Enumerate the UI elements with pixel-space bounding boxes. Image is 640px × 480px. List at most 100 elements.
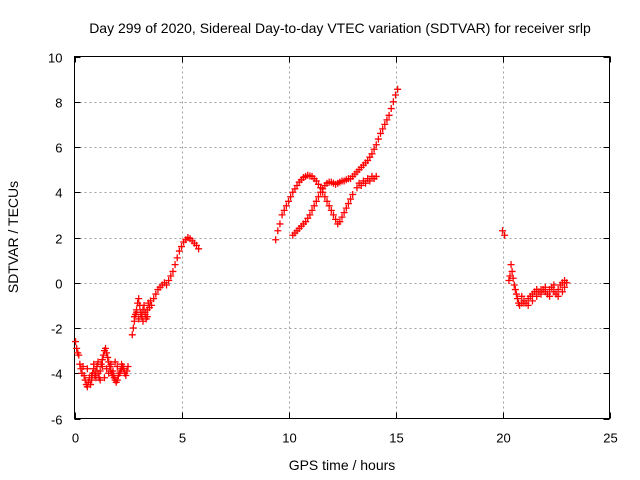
data-point	[340, 209, 348, 217]
data-point	[79, 362, 87, 370]
data-point	[129, 324, 137, 332]
x-tick-labels: 0 5 10 15 20 25	[72, 431, 618, 446]
data-point	[280, 206, 288, 214]
data-point	[336, 218, 344, 226]
data-point	[178, 243, 185, 251]
data-point	[518, 292, 526, 300]
data-point	[321, 193, 329, 201]
data-point	[141, 308, 149, 316]
data-point	[173, 254, 181, 262]
data-point	[133, 308, 141, 316]
data-point	[347, 195, 355, 203]
data-point	[143, 313, 151, 321]
data-point	[342, 204, 350, 212]
data-point	[374, 135, 382, 143]
data-point	[72, 338, 80, 346]
data-point	[511, 286, 519, 294]
data-point	[314, 193, 322, 201]
y-tick-label: -4	[51, 367, 63, 382]
data-point	[140, 301, 148, 309]
data-point	[135, 315, 143, 323]
data-point	[392, 91, 399, 99]
data-point	[282, 202, 290, 210]
data-point	[105, 369, 113, 377]
data-point	[561, 283, 569, 291]
data-point	[353, 184, 361, 192]
data-point	[510, 281, 518, 289]
data-point	[362, 179, 370, 187]
data-point	[372, 141, 380, 149]
data-point	[546, 292, 554, 300]
data-point	[137, 310, 145, 318]
x-tick-label: 25	[603, 431, 617, 446]
data-point	[332, 215, 340, 223]
data-point	[325, 202, 333, 210]
x-tick-label: 5	[179, 431, 186, 446]
y-tick-labels: -6 -4 -2 0 2 4 6 8 10	[48, 51, 62, 428]
y-tick-label: 6	[55, 141, 62, 156]
data-point	[130, 313, 138, 321]
data-point	[107, 360, 115, 368]
data-point	[349, 191, 357, 199]
data-point	[272, 236, 280, 244]
data-point	[175, 247, 183, 255]
data-point	[118, 360, 126, 368]
data-point	[150, 295, 158, 303]
data-point	[499, 227, 506, 235]
data-point	[366, 177, 374, 185]
data-point	[73, 344, 81, 352]
data-point	[368, 150, 376, 158]
y-axis-label: SDTVAR / TECUs	[5, 181, 21, 293]
grid-lines	[74, 56, 610, 419]
data-point	[541, 283, 549, 291]
data-point	[558, 288, 566, 296]
data-point	[103, 349, 111, 357]
data-point	[323, 197, 331, 205]
data-point	[90, 360, 98, 368]
data-point	[75, 351, 83, 359]
data-point	[165, 276, 173, 284]
data-point	[171, 261, 179, 269]
data-point	[310, 202, 318, 210]
data-point	[513, 295, 521, 303]
x-tick-label: 10	[282, 431, 296, 446]
data-point	[278, 211, 286, 219]
data-point	[520, 299, 528, 307]
data-point	[505, 276, 513, 284]
data-point	[124, 362, 132, 370]
data-point	[100, 374, 108, 382]
data-point	[163, 281, 171, 289]
y-tick-label: -6	[51, 413, 63, 428]
y-tick-label: 4	[55, 186, 62, 201]
data-point	[306, 211, 314, 219]
data-point	[96, 367, 104, 375]
data-point	[357, 181, 365, 189]
data-point	[372, 172, 380, 180]
data-point	[109, 367, 117, 375]
data-points	[72, 85, 571, 391]
chart-title: Day 299 of 2020, Sidereal Day-to-day VTE…	[89, 20, 591, 36]
data-point	[102, 344, 110, 352]
data-point	[501, 231, 509, 239]
data-point	[274, 227, 282, 235]
data-point	[167, 272, 175, 280]
y-tick-label: 2	[55, 232, 62, 247]
data-point	[148, 301, 156, 309]
data-point	[276, 220, 284, 228]
data-point	[113, 362, 121, 370]
data-point	[554, 286, 562, 294]
plot-frame	[74, 56, 610, 419]
data-point	[381, 120, 389, 128]
x-tick-label: 20	[496, 431, 510, 446]
data-point	[285, 197, 292, 205]
x-axis-label: GPS time / hours	[289, 457, 396, 473]
data-point	[389, 98, 397, 106]
data-point	[377, 129, 385, 137]
data-point	[104, 353, 112, 361]
y-tick-label: -2	[51, 322, 63, 337]
data-point	[524, 301, 532, 309]
data-point	[550, 281, 558, 289]
data-point	[308, 206, 316, 214]
data-point	[507, 261, 515, 269]
data-point	[528, 297, 536, 305]
